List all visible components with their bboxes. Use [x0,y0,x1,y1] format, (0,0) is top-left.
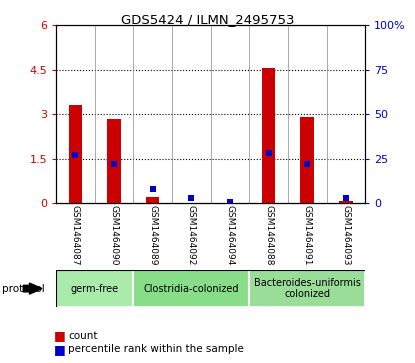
Text: germ-free: germ-free [71,284,119,294]
Text: percentile rank within the sample: percentile rank within the sample [68,344,244,354]
FancyArrow shape [23,283,42,294]
Text: count: count [68,331,98,341]
Bar [68,105,82,203]
Text: GSM1464087: GSM1464087 [71,205,80,266]
Text: protocol: protocol [2,284,45,294]
Text: GSM1464088: GSM1464088 [264,205,273,266]
Text: GDS5424 / ILMN_2495753: GDS5424 / ILMN_2495753 [121,13,294,26]
Text: GSM1464091: GSM1464091 [303,205,312,266]
Text: Clostridia-colonized: Clostridia-colonized [144,284,239,294]
Text: Bacteroides-uniformis
colonized: Bacteroides-uniformis colonized [254,278,361,299]
Bar [300,117,314,203]
Bar [56,270,133,307]
Text: GSM1464092: GSM1464092 [187,205,196,266]
Text: GSM1464093: GSM1464093 [342,205,350,266]
Bar [133,270,249,307]
Text: GSM1464089: GSM1464089 [148,205,157,266]
Bar [107,119,121,203]
Bar [146,197,159,203]
Bar [339,201,353,203]
Bar [249,270,365,307]
Text: ■: ■ [54,343,66,356]
Text: GSM1464094: GSM1464094 [225,205,234,266]
Bar [262,68,275,203]
Text: ■: ■ [54,329,66,342]
Text: GSM1464090: GSM1464090 [110,205,119,266]
